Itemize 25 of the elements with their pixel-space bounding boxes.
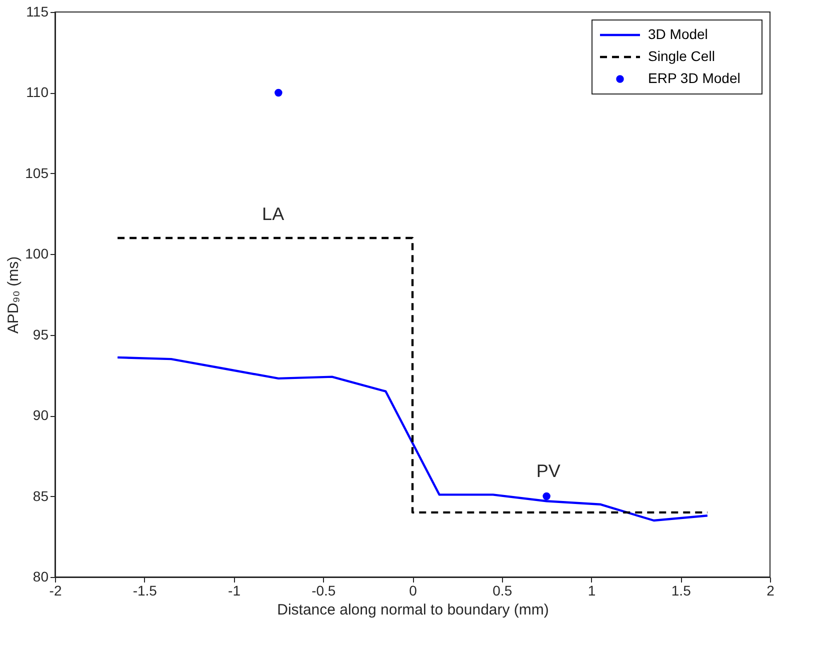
legend-label: ERP 3D Model [648, 70, 740, 86]
y-tick-label: 115 [26, 4, 49, 20]
y-tick-label: 110 [26, 84, 49, 100]
y-tick-label: 95 [32, 326, 49, 342]
y-tick-label: 90 [32, 407, 49, 424]
x-tick-label: 1.5 [671, 582, 692, 598]
x-tick-label: -2 [49, 582, 62, 598]
x-tick-label: 1 [588, 582, 596, 598]
annotation: PV [536, 460, 560, 481]
x-tick-label: -0.5 [312, 582, 336, 598]
x-tick-label: 2 [766, 582, 775, 598]
line-series [116, 356, 709, 522]
y-tick-label: 80 [32, 568, 49, 584]
x-axis-title: Distance along normal to boundary (mm) [277, 602, 549, 618]
y-axis-title: APD₉₀ (ms) [5, 256, 22, 334]
x-tick-label: 0 [409, 582, 418, 598]
x-tick-label: -1 [228, 582, 241, 598]
legend-label: Single Cell [648, 48, 715, 64]
annotation: LA [262, 204, 284, 224]
legend-label: 3D Model [648, 26, 708, 42]
x-tick-label: 0.5 [492, 582, 512, 598]
x-tick-label: -1.5 [132, 582, 158, 598]
y-tick-label: 105 [25, 164, 49, 181]
y-tick-label: 100 [25, 246, 49, 262]
y-tick-label: 85 [32, 488, 49, 504]
